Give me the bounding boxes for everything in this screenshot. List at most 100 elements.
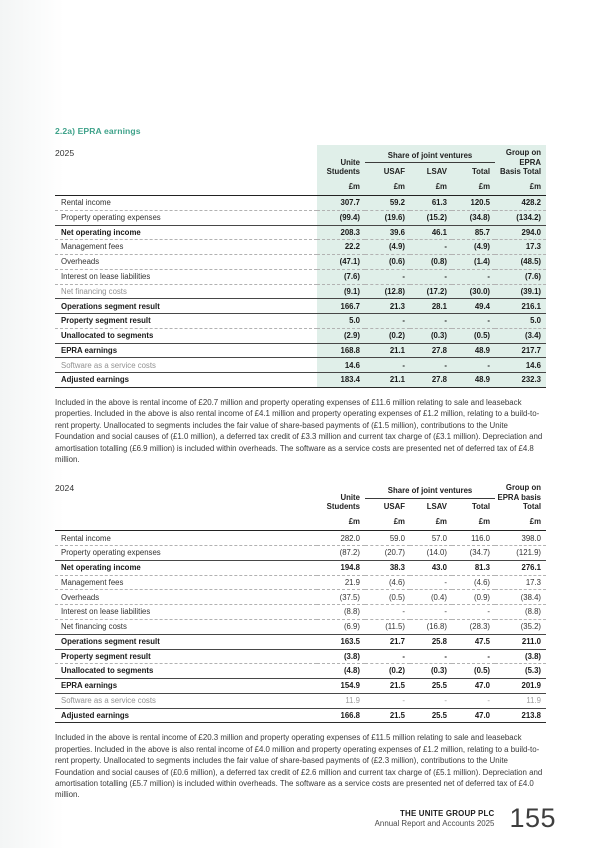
cell-value: 21.3 <box>365 298 410 314</box>
table-row: Property segment result 5.0- - -5.0 <box>55 313 547 329</box>
unit-label: £m <box>410 179 452 196</box>
cell-value: (4.6) <box>452 574 496 590</box>
row-label: Rental income <box>61 198 111 208</box>
cell-value: - <box>452 313 496 329</box>
cell-value: (0.5) <box>452 327 496 344</box>
cell-value: (3.4) <box>495 327 547 344</box>
cell-value: - <box>410 239 452 255</box>
cell-value: (9.1) <box>317 283 365 299</box>
table-row: Property operating expenses (87.2) (20.7)(… <box>55 545 547 561</box>
table-row: Overheads (47.1) (0.6) (0.8) (1.4) (48.5) <box>55 254 547 270</box>
cell-value: (99.4) <box>317 209 365 226</box>
cell-value: - <box>410 648 452 664</box>
row-label: Adjusted earnings <box>55 372 317 388</box>
cell-value: - <box>410 574 452 590</box>
cell-value: - <box>410 692 452 709</box>
cell-value: (0.2) <box>365 327 410 344</box>
cell-value: (11.5) <box>365 618 410 635</box>
cell-value: (0.2) <box>365 663 410 679</box>
cell-value: - <box>365 648 410 664</box>
cell-value: (5.3) <box>495 663 547 679</box>
cell-value: 276.1 <box>495 559 547 576</box>
cell-value: 46.1 <box>410 224 452 240</box>
cell-value: (4.6) <box>365 574 410 590</box>
cell-value: 25.5 <box>410 707 452 724</box>
table-row: EPRA earnings 168.8 21.1 27.8 48.9 217.7 <box>55 342 547 358</box>
row-label: Overheads <box>55 589 317 605</box>
cell-value: 11.9 <box>495 692 547 709</box>
page-content: 2.2a) EPRA earnings 2025 Unite Students S… <box>55 126 547 801</box>
cell-value: 14.6 <box>317 357 365 373</box>
year-label-2024: 2024 <box>55 483 75 494</box>
table-row: Property segment result (3.8) - - - (3.8) <box>55 648 547 664</box>
cell-value: 217.7 <box>495 342 547 358</box>
cell-value: 22.2 <box>317 239 365 255</box>
cell-value: 38.3 <box>365 559 410 576</box>
column-header-unite-students: Unite Students <box>326 492 360 512</box>
cell-value: 163.5 <box>317 633 365 650</box>
cell-value: (34.8) <box>452 209 496 226</box>
cell-value: 213.8 <box>495 707 547 724</box>
cell-value: (2.9) <box>317 327 365 344</box>
cell-value: (0.5) <box>452 663 496 679</box>
cell-value: (87.2) <box>317 545 365 561</box>
cell-value: (19.6) <box>365 209 410 226</box>
row-label: EPRA earnings <box>55 678 317 694</box>
cell-value: (1.4) <box>452 254 496 270</box>
cell-value: - <box>452 268 496 285</box>
cell-value: (0.5) <box>365 589 410 605</box>
footer-text: THE UNITE GROUP PLC Annual Report and Ac… <box>375 809 495 828</box>
table-row: Net financing costs (9.1) (12.8) (17.2) (30.… <box>55 283 547 299</box>
cell-value: (4.8) <box>317 663 365 679</box>
row-label: Interest on lease liabilities <box>55 268 317 285</box>
table-row: Rental income 282.0 59.0 57.0 116.0 398.0 <box>55 531 546 546</box>
cell-value: (4.9) <box>452 239 496 255</box>
cell-value: 21.5 <box>365 678 410 694</box>
cell-value: 21.5 <box>365 707 410 724</box>
column-header: LSAV <box>426 502 447 512</box>
section-title: 2.2a) EPRA earnings <box>55 126 141 136</box>
row-label: Operations segment result <box>55 633 317 650</box>
row-label: Net operating income <box>55 224 317 240</box>
cell-value: 25.8 <box>410 633 452 650</box>
table-row: Operations segment result 166.7 21.3 28.1 49… <box>55 298 547 314</box>
cell-value: - <box>410 604 452 620</box>
table-row: Interest on lease liabilities (8.8) - - - (8.… <box>55 604 547 620</box>
row-label: Property operating expenses <box>55 545 317 561</box>
header-row-columns: USAF LSAV Total <box>55 498 546 515</box>
cell-value: - <box>365 692 410 709</box>
cell-value: 120.5 <box>452 195 496 211</box>
cell-value: 307.7 <box>317 195 365 211</box>
page-number: 155 <box>509 803 556 833</box>
row-label: Property segment result <box>55 648 317 664</box>
cell-value: 398.0 <box>521 533 542 543</box>
cell-value: (39.1) <box>495 283 547 299</box>
cell-value: 5.0 <box>495 313 547 329</box>
unit-label: £m <box>495 179 547 196</box>
epra-table-2024: Unite Students Share of joint ventures Gro… <box>55 480 547 724</box>
cell-value: 27.8 <box>410 342 452 358</box>
cell-value: 59.2 <box>365 195 410 211</box>
cell-value: 17.3 <box>495 574 547 590</box>
epra-table-2025: Unite Students Share of joint ventures Gro… <box>55 145 547 388</box>
table-row: Net financing costs (6.9) (11.5) (16.8) (28.… <box>55 618 547 635</box>
cell-value: 201.9 <box>495 678 547 694</box>
table-row: Management fees 21.9 (4.6) - (4.6) 17.3 <box>55 574 547 590</box>
cell-value: 17.3 <box>495 239 547 255</box>
cell-value: 216.1 <box>495 298 547 314</box>
cell-value: 154.9 <box>317 678 365 694</box>
table-row: Property operating expenses (99.4) (19.6)(… <box>55 209 547 226</box>
table-row: Net operating income 208.3 39.6 46.1 85.7 294… <box>55 224 547 240</box>
cell-value: 211.0 <box>495 633 547 650</box>
table-row: EPRA earnings 154.9 21.5 25.5 47.0 201.9 <box>55 678 547 694</box>
header-row-jv: Unite Students Share of joint ventures Gro… <box>55 480 546 511</box>
epra-table-container-2025: Unite Students Share of joint ventures Gro… <box>55 145 547 388</box>
cell-value: - <box>365 268 410 285</box>
cell-value: 428.2 <box>495 195 547 211</box>
table-row: Interest on lease liabilities (7.6) - - - (7.… <box>55 268 547 285</box>
cell-value: (37.5) <box>317 589 365 605</box>
cell-value: 14.6 <box>495 357 547 373</box>
column-header-group-total: Group on EPRA Basis Total <box>495 145 547 180</box>
cell-value: 294.0 <box>495 224 547 240</box>
